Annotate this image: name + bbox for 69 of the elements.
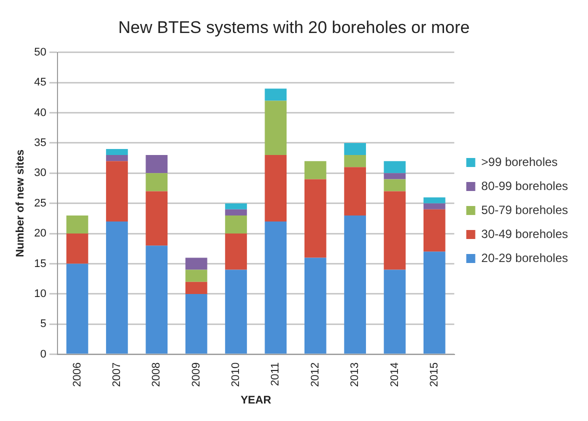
bar xyxy=(225,270,247,354)
bar xyxy=(384,191,406,270)
bar xyxy=(264,155,287,222)
legend-label: 30-49 boreholes xyxy=(481,226,568,241)
bar xyxy=(424,252,446,354)
bar xyxy=(185,294,208,354)
bar xyxy=(146,246,168,354)
bar xyxy=(106,161,128,222)
bar xyxy=(106,221,128,354)
bar xyxy=(344,215,366,354)
x-tick-label: 2015 xyxy=(428,362,440,387)
x-tick-label: 2006 xyxy=(71,362,84,387)
y-tick-label: 45 xyxy=(34,76,46,89)
y-tick-label: 10 xyxy=(34,288,46,300)
y-tick-label: 50 xyxy=(34,46,46,58)
bar xyxy=(344,155,366,168)
bar xyxy=(66,264,88,354)
x-tick-label: 2014 xyxy=(388,362,401,387)
legend-label: 20-29 boreholes xyxy=(481,250,568,265)
x-tick-label: 2011 xyxy=(270,362,282,386)
bar xyxy=(304,258,326,354)
bar xyxy=(106,149,128,156)
bar xyxy=(424,209,446,252)
bar xyxy=(66,215,88,234)
bar xyxy=(225,234,247,270)
bar xyxy=(185,270,208,282)
bar xyxy=(344,167,366,216)
bar xyxy=(146,191,168,246)
bar xyxy=(264,221,287,354)
x-tick-label: 2009 xyxy=(190,362,202,387)
x-axis-title: YEAR xyxy=(240,394,272,406)
legend-label: 80-99 boreholes xyxy=(481,178,568,193)
bar xyxy=(384,270,406,354)
x-tick-label: 2012 xyxy=(309,362,322,387)
y-tick-label: 15 xyxy=(34,258,46,270)
bar xyxy=(344,142,366,156)
bar xyxy=(225,203,247,210)
x-tick-label: 2007 xyxy=(110,362,123,387)
bar xyxy=(225,215,247,234)
x-tick-label: 2013 xyxy=(349,362,362,387)
legend-label: >99 boreholes xyxy=(481,154,558,169)
x-tick-label: 2008 xyxy=(150,362,163,387)
bar xyxy=(264,88,287,101)
bar xyxy=(264,100,287,156)
y-tick-label: 25 xyxy=(34,197,46,210)
bar xyxy=(225,209,247,216)
bar xyxy=(146,155,168,174)
bar xyxy=(424,203,446,210)
x-tick-label: 2010 xyxy=(230,362,242,387)
bar xyxy=(304,179,326,258)
bar xyxy=(106,155,128,162)
y-tick-label: 5 xyxy=(40,318,46,330)
bar xyxy=(384,173,406,180)
bar xyxy=(185,258,208,270)
bar xyxy=(424,197,446,204)
legend-label: 50-79 boreholes xyxy=(481,202,568,217)
bar xyxy=(304,161,326,180)
y-tick-label: 20 xyxy=(34,228,46,240)
bar xyxy=(384,161,406,174)
bar xyxy=(146,173,168,192)
y-tick-label: 40 xyxy=(34,106,46,119)
chart-title: New BTES systems with 20 boreholes or more xyxy=(118,18,470,37)
y-tick-label: 35 xyxy=(34,137,46,150)
bar xyxy=(384,179,406,192)
y-axis-title: Number of new sites xyxy=(14,150,27,258)
bar xyxy=(185,282,208,294)
y-tick-label: 0 xyxy=(40,348,46,360)
bar xyxy=(66,234,88,264)
y-tick-label: 30 xyxy=(34,167,46,180)
